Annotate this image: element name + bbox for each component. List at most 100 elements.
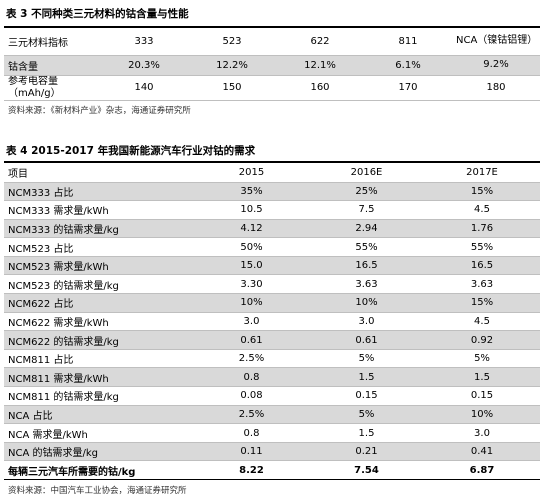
table-cell: NCM811 的钴需求量/kg — [4, 386, 194, 406]
table-cell: 0.61 — [309, 330, 424, 350]
table-cell: 参考电容量（mAh/g） — [4, 75, 100, 101]
table-cell: 25% — [309, 182, 424, 202]
table-cell: 0.08 — [194, 386, 309, 406]
table-row: NCM622 需求量/kWh 3.0 3.0 4.5 — [4, 312, 540, 332]
table-cell: 2016E — [309, 162, 424, 183]
table-cell: 140 — [100, 75, 188, 101]
table-cell: 5% — [424, 349, 540, 369]
table: 项目 2015 2016E 2017E NCM333 占比 35% 25% 15% NCM333… — [4, 161, 540, 481]
table-cell: 5% — [309, 405, 424, 425]
table-cell: NCA 需求量/kWh — [4, 423, 194, 443]
source-note: 资料来源：《新材料产业》杂志，海通证券研究所 — [8, 106, 191, 116]
table-row: 项目 2015 2016E 2017E — [4, 162, 540, 183]
table-cell: 15% — [424, 293, 540, 313]
table-cell: 20.3% — [100, 55, 188, 76]
table-cell: NCA 的钴需求量/kg — [4, 442, 194, 462]
table-cell: NCM333 需求量/kWh — [4, 200, 194, 220]
table-title: 表 3 不同种类三元材料的钴含量与性能 — [6, 8, 189, 20]
table-cell: 1.5 — [309, 367, 424, 388]
table-cell: 523 — [188, 27, 276, 56]
table-cell: NCM523 占比 — [4, 237, 194, 257]
table-row: NCM523 需求量/kWh 15.0 16.5 16.5 — [4, 256, 540, 276]
table-cell: 0.11 — [194, 442, 309, 462]
table-row: NCM523 的钴需求量/kg 3.30 3.63 3.63 — [4, 274, 540, 295]
table-row: 每辆三元汽车所需要的钴/kg 8.22 7.54 6.87 — [4, 460, 540, 481]
table-cell: 3.0 — [194, 312, 309, 332]
table-cell: 160 — [276, 75, 364, 101]
table-cell: NCM333 的钴需求量/kg — [4, 219, 194, 239]
table-row: 参考电容量（mAh/g） 140 150 160 170 180 — [4, 75, 540, 101]
table-row: NCM811 需求量/kWh 0.8 1.5 1.5 — [4, 367, 540, 388]
table-cell: 0.8 — [194, 423, 309, 443]
table-cell: NCM622 需求量/kWh — [4, 312, 194, 332]
table-row: NCA 需求量/kWh 0.8 1.5 3.0 — [4, 423, 540, 443]
table-cell: 3.0 — [309, 312, 424, 332]
table-cell: 3.0 — [424, 423, 540, 443]
table-cell: 50% — [194, 237, 309, 257]
table-cell: 15% — [424, 182, 540, 202]
table-row: NCA 占比 2.5% 5% 10% — [4, 405, 540, 425]
table-cell: 0.21 — [309, 442, 424, 462]
source-note: 资料来源：中国汽车工业协会，海通证券研究所 — [8, 486, 187, 496]
table-row: NCM333 占比 35% 25% 15% — [4, 182, 540, 202]
table-cell: 每辆三元汽车所需要的钴/kg — [4, 460, 194, 481]
table-row: 钴含量 20.3% 12.2% 12.1% 6.1% 9.2% — [4, 55, 540, 76]
table-cell: 6.1% — [364, 55, 452, 76]
table-cell: 0.92 — [424, 330, 540, 350]
table-cell: 4.5 — [424, 200, 540, 220]
table-row: NCM811 的钴需求量/kg 0.08 0.15 0.15 — [4, 386, 540, 406]
table-cell: 5% — [309, 349, 424, 369]
table-cell: 0.15 — [424, 386, 540, 406]
table-cell: 55% — [424, 237, 540, 257]
table-cell: 项目 — [4, 162, 194, 183]
table-cell: 10% — [424, 405, 540, 425]
table-cell: NCM811 需求量/kWh — [4, 367, 194, 388]
table-row: NCM811 占比 2.5% 5% 5% — [4, 349, 540, 369]
table-cell: 180 — [452, 75, 540, 101]
table-row: NCM523 占比 50% 55% 55% — [4, 237, 540, 257]
table: 三元材料指标 333 523 622 811 NCA（镍钴铝锂） 钴含量 20.3% 12.2%… — [4, 26, 540, 101]
table-cell: 2017E — [424, 162, 540, 183]
table-cell: 12.2% — [188, 55, 276, 76]
table-cell: NCM622 的钴需求量/kg — [4, 330, 194, 350]
table-row: NCA 的钴需求量/kg 0.11 0.21 0.41 — [4, 442, 540, 462]
table-cell: 1.76 — [424, 219, 540, 239]
table-cell: 3.30 — [194, 274, 309, 295]
table-cell: 12.1% — [276, 55, 364, 76]
table-cell: 三元材料指标 — [4, 27, 100, 56]
table-title: 表 4 2015-2017 年我国新能源汽车行业对钴的需求 — [6, 145, 256, 157]
table-cell: NCM523 的钴需求量/kg — [4, 274, 194, 295]
table-cell: 2.5% — [194, 405, 309, 425]
table-cell: 9.2% — [452, 55, 540, 76]
table-cell: 15.0 — [194, 256, 309, 276]
table-cell: NCA（镍钴铝锂） — [452, 27, 540, 56]
table-cell: 2015 — [194, 162, 309, 183]
table-cell: 0.15 — [309, 386, 424, 406]
table-cell: 55% — [309, 237, 424, 257]
table-cell: NCM333 占比 — [4, 182, 194, 202]
table-row: NCM622 的钴需求量/kg 0.61 0.61 0.92 — [4, 330, 540, 350]
table-cell: 150 — [188, 75, 276, 101]
table-cell: 3.63 — [309, 274, 424, 295]
table-cell: 35% — [194, 182, 309, 202]
table-cell: 4.5 — [424, 312, 540, 332]
table-cell: 16.5 — [309, 256, 424, 276]
table-cell: 1.5 — [424, 367, 540, 388]
table-cell: 钴含量 — [4, 55, 100, 76]
table-row: NCM333 的钴需求量/kg 4.12 2.94 1.76 — [4, 219, 540, 239]
table-cell: 0.61 — [194, 330, 309, 350]
table-cell: 8.22 — [194, 460, 309, 481]
table-row: NCM333 需求量/kWh 10.5 7.5 4.5 — [4, 200, 540, 220]
table-cell: 2.94 — [309, 219, 424, 239]
table-cell: NCM523 需求量/kWh — [4, 256, 194, 276]
table-cell: NCA 占比 — [4, 405, 194, 425]
table-cell: 1.5 — [309, 423, 424, 443]
table-cell: 2.5% — [194, 349, 309, 369]
table-cell: 622 — [276, 27, 364, 56]
table-cell: 0.8 — [194, 367, 309, 388]
table-cell: 7.54 — [309, 460, 424, 481]
table-cell: 7.5 — [309, 200, 424, 220]
table-row: 三元材料指标 333 523 622 811 NCA（镍钴铝锂） — [4, 27, 540, 56]
table-cell: NCM622 占比 — [4, 293, 194, 313]
